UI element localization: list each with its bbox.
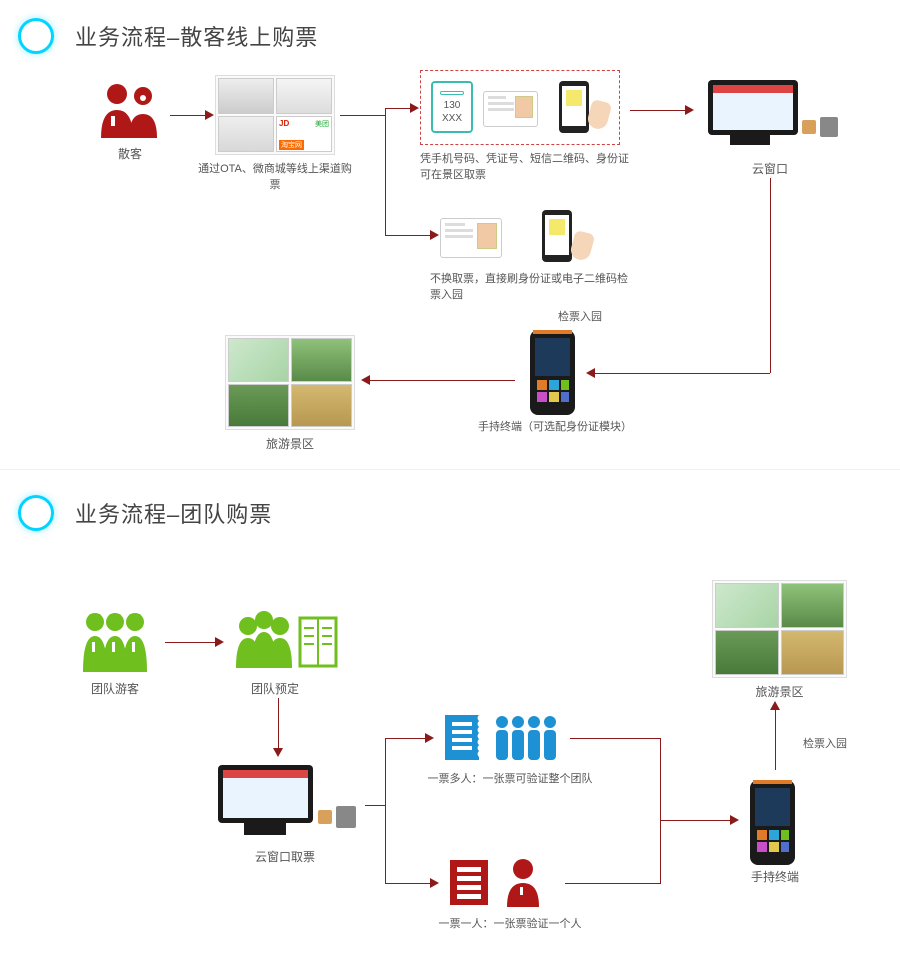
arrow — [385, 108, 410, 109]
arrow-head — [430, 230, 439, 240]
arrow-head — [205, 110, 214, 120]
single-ticket-label: 一票一人：一张票验证一个人 — [410, 915, 610, 931]
arrow — [385, 115, 386, 235]
arrow — [385, 883, 430, 884]
arrow — [278, 698, 279, 748]
cloud-window-label: 云窗口 — [700, 160, 840, 177]
arrow-head — [410, 103, 419, 113]
arrow — [770, 178, 771, 373]
checkin-sublabel: 检票入园 — [540, 308, 620, 324]
cloud-pickup-device — [210, 760, 360, 845]
id-card-icon — [483, 91, 538, 127]
arrow-head — [730, 815, 739, 825]
voucher-label: 凭手机号码、凭证号、短信二维码、身份证可在景区取票 — [420, 150, 630, 182]
cloud-pickup-label: 云窗口取票 — [230, 848, 340, 865]
section2-title: 业务流程–团队购票 — [75, 497, 272, 529]
arrow-head — [770, 701, 780, 710]
multi-ticket-icon — [440, 710, 560, 765]
voucher-card-icon: 130 XXX — [431, 81, 473, 133]
sanke-icon — [95, 80, 165, 140]
section1-title: 业务流程–散客线上购票 — [75, 20, 318, 52]
arrow — [660, 738, 661, 884]
handheld2-label: 手持终端 — [720, 868, 830, 885]
team-tourist-icon — [75, 610, 155, 675]
checkin2-label: 检票入园 — [790, 735, 860, 751]
team-reserve-label: 团队预定 — [230, 680, 320, 697]
scenic-label: 旅游景区 — [225, 435, 355, 452]
sanke-label: 散客 — [95, 145, 165, 162]
cloud-window-device — [700, 75, 840, 155]
scenic-area-image-2 — [712, 580, 847, 678]
arrow-head — [273, 748, 283, 757]
team-reserve-icon — [230, 610, 340, 675]
no-exchange-label: 不换取票，直接刷身份证或电子二维码检票入园 — [430, 270, 630, 302]
arrow-head — [430, 878, 439, 888]
single-ticket-icon — [445, 855, 555, 910]
arrow — [165, 642, 215, 643]
no-exchange-icons — [440, 210, 600, 265]
ota-channels-image: JD 美团 淘宝网 — [215, 75, 335, 155]
multi-ticket-label: 一票多人：一张票可验证整个团队 — [400, 770, 620, 786]
handheld-terminal-2 — [745, 780, 800, 865]
voucher-box: 130 XXX — [420, 70, 620, 145]
arrow — [565, 883, 660, 884]
arrow — [595, 373, 770, 374]
arrow — [570, 738, 660, 739]
arrow — [365, 805, 385, 806]
hand-icon — [586, 99, 613, 131]
arrow — [370, 380, 515, 381]
bullet-icon — [18, 495, 54, 531]
arrow-head — [586, 368, 595, 378]
handheld-label: 手持终端（可选配身份证模块） — [450, 418, 660, 434]
section-team-flow: 业务流程–团队购票 团队游客 — [0, 470, 900, 962]
arrow-head — [361, 375, 370, 385]
team-tourist-label: 团队游客 — [75, 680, 155, 697]
phone-qr-icon — [559, 81, 589, 133]
arrow — [170, 115, 205, 116]
ota-label: 通过OTA、微商城等线上渠道购票 — [195, 160, 355, 192]
arrow — [385, 738, 386, 883]
arrow — [385, 738, 425, 739]
handheld-terminal — [525, 330, 580, 415]
arrow — [340, 115, 385, 116]
arrow-head — [215, 637, 224, 647]
arrow — [385, 235, 430, 236]
arrow-head — [685, 105, 694, 115]
scenic2-label: 旅游景区 — [712, 683, 847, 700]
bullet-icon — [18, 18, 54, 54]
arrow — [660, 820, 730, 821]
arrow — [630, 110, 685, 111]
voucher-card-text: 130 XXX — [442, 100, 462, 124]
section-individual-flow: 业务流程–散客线上购票 散客 JD 美团 淘宝网 通过OTA、微商城等线上渠道购… — [0, 0, 900, 470]
arrow-head — [425, 733, 434, 743]
scenic-area-image — [225, 335, 355, 430]
arrow — [775, 710, 776, 770]
